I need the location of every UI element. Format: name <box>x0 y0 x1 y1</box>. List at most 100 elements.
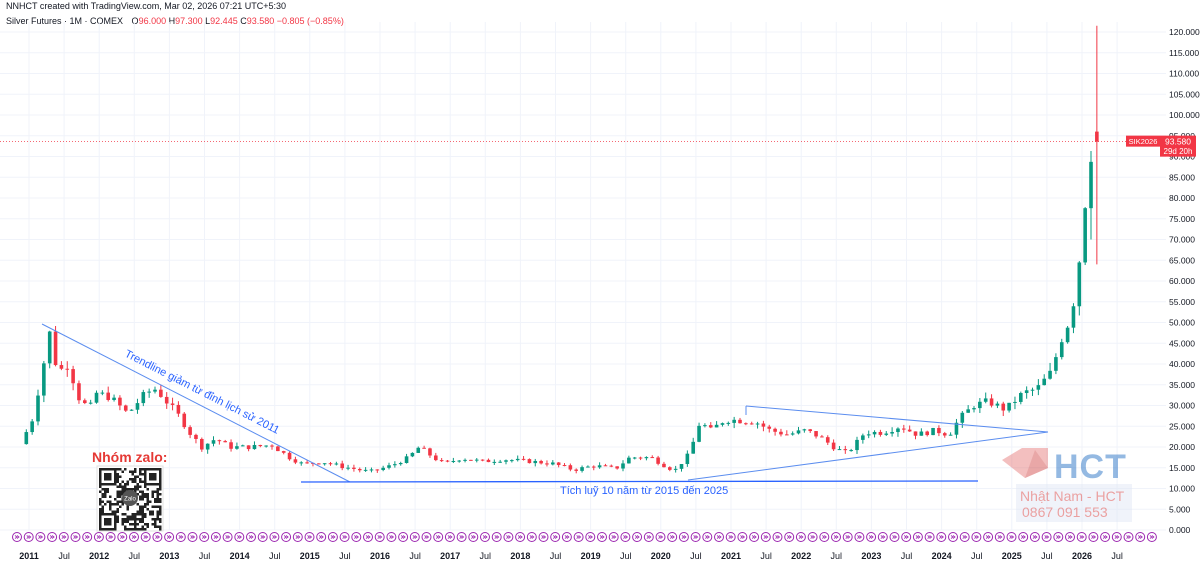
qr-cell <box>101 483 104 486</box>
candle-body <box>866 434 871 436</box>
qr-cell <box>159 498 162 501</box>
qr-cell <box>136 528 139 531</box>
candle-body <box>416 447 421 453</box>
candle-body <box>229 442 233 449</box>
x-tick-label: Jul <box>199 551 211 561</box>
candle-body <box>451 460 456 462</box>
accumulation-label: Tích luỹ 10 năm từ 2015 đến 2025 <box>560 485 728 497</box>
qr-cell <box>106 488 109 491</box>
zalo-label: Nhóm zalo: <box>92 449 167 465</box>
qr-cell <box>126 515 129 518</box>
x-tick-label: 2025 <box>1002 551 1022 561</box>
qr-cell <box>139 480 142 483</box>
qr-cell <box>154 468 157 471</box>
candle-body <box>662 463 666 468</box>
qr-cell <box>106 528 109 531</box>
candle-body <box>270 445 274 447</box>
open-value: 96.000 <box>138 16 167 26</box>
y-axis: 0.000 5.000 10.000 15.000 20.000 25.000 30.000… <box>1169 27 1200 535</box>
qr-cell <box>139 528 142 531</box>
qr-cell <box>146 503 149 506</box>
qr-cell <box>144 523 147 526</box>
candle-body <box>486 459 491 463</box>
qr-cell <box>129 478 132 481</box>
qr-cell <box>99 525 102 528</box>
candle-body <box>30 421 34 433</box>
x-tick-label: 2022 <box>791 551 811 561</box>
low-value: 92.445 <box>210 16 238 26</box>
qr-cell <box>156 518 159 521</box>
qr-cell <box>151 478 154 481</box>
candle-body <box>679 464 684 469</box>
qr-cell <box>139 498 142 501</box>
qr-cell <box>124 485 127 488</box>
qr-cell <box>134 518 137 521</box>
qr-cell <box>131 515 134 518</box>
grid-lines <box>0 22 1166 531</box>
qr-cell <box>144 505 147 508</box>
candle-body <box>59 365 64 369</box>
qr-cell <box>131 518 134 521</box>
qr-cell <box>106 475 109 478</box>
y-tick-label: 20.000 <box>1169 442 1195 452</box>
candle-body <box>42 363 46 396</box>
qr-cell <box>99 500 102 503</box>
candle-body <box>480 459 485 461</box>
y-tick-label: 65.000 <box>1169 255 1195 265</box>
candle-body <box>1030 389 1035 391</box>
qr-cell <box>141 468 144 471</box>
qr-cell <box>139 490 142 493</box>
candle-body <box>849 450 853 452</box>
qr-cell <box>129 523 132 526</box>
qr-cell <box>116 493 119 496</box>
qr-cell <box>156 490 159 493</box>
qr-cell <box>109 473 112 476</box>
qr-cell <box>126 520 129 523</box>
candle-body <box>492 461 497 463</box>
qr-cell <box>129 470 132 473</box>
candle-body <box>334 463 339 465</box>
qr-cell <box>121 523 124 526</box>
qr-cell <box>151 513 154 516</box>
qr-cell <box>141 515 144 518</box>
qr-cell <box>136 475 139 478</box>
candle-body <box>691 441 696 454</box>
qr-cell <box>119 475 122 478</box>
candle-body <box>954 422 959 435</box>
qr-cell <box>156 513 159 516</box>
qr-cell <box>121 513 124 516</box>
y-tick-label: 50.000 <box>1169 318 1195 328</box>
qr-cell <box>114 468 117 471</box>
candle-body <box>47 331 52 364</box>
qr-cell <box>146 500 149 503</box>
qr-cell <box>109 505 112 508</box>
drawings: Trendline giảm từ đỉnh lịch sử 2011 Tích… <box>41 323 1049 497</box>
qr-cell <box>141 493 144 496</box>
qr-cell <box>146 498 149 501</box>
qr-cell <box>126 518 129 521</box>
candle-body <box>264 445 268 447</box>
candle-body <box>668 467 672 470</box>
candle-body <box>527 459 532 464</box>
qr-cell <box>131 470 134 473</box>
candle-body <box>586 466 590 468</box>
qr-pattern <box>99 468 162 531</box>
candle-body <box>574 469 579 471</box>
qr-cell <box>101 468 104 471</box>
price-tag-countdown: 29d 20h <box>1164 147 1193 156</box>
qr-cell <box>159 485 162 488</box>
watermark-logo-text: HCT <box>1054 448 1127 486</box>
candle-body <box>785 434 789 436</box>
y-tick-label: 40.000 <box>1169 359 1195 369</box>
candle-body <box>755 423 760 425</box>
qr-cell <box>151 475 154 478</box>
candle-body <box>983 398 988 402</box>
candle-body <box>510 460 514 462</box>
event-markers <box>12 532 1157 542</box>
qr-cell <box>99 513 102 516</box>
qr-cell <box>159 513 162 516</box>
qr-cell <box>99 475 102 478</box>
qr-cell <box>111 528 114 531</box>
qr-cell <box>159 475 162 478</box>
